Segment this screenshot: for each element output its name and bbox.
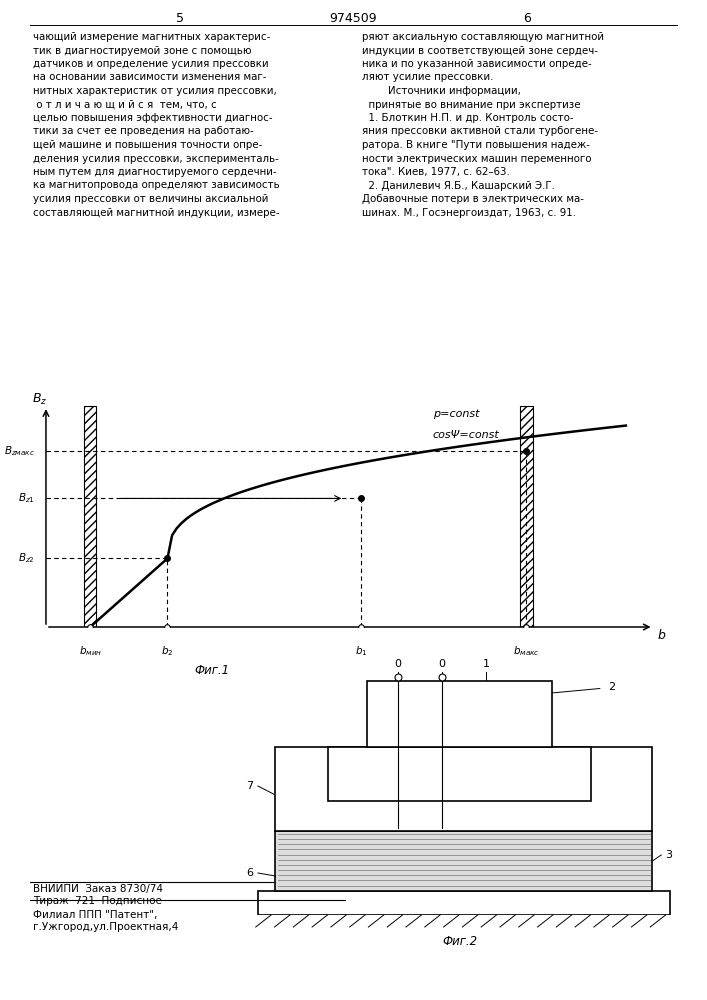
Text: Фиг.2: Фиг.2: [442, 935, 477, 948]
Text: щей машине и повышения точности опре-: щей машине и повышения точности опре-: [33, 140, 262, 150]
Text: 1: 1: [482, 659, 489, 669]
Text: тока". Киев, 1977, с. 62–63.: тока". Киев, 1977, с. 62–63.: [362, 167, 510, 177]
Text: о т л и ч а ю щ и й с я  тем, что, с: о т л и ч а ю щ и й с я тем, что, с: [33, 100, 217, 109]
Text: чающий измерение магнитных характерис-: чающий измерение магнитных характерис-: [33, 32, 270, 42]
Text: 6: 6: [247, 868, 254, 878]
Text: на основании зависимости изменения маг-: на основании зависимости изменения маг-: [33, 73, 267, 83]
Text: нитных характеристик от усилия прессовки,: нитных характеристик от усилия прессовки…: [33, 86, 276, 96]
Text: ряют аксиальную составляющую магнитной: ряют аксиальную составляющую магнитной: [362, 32, 604, 42]
Text: Источники информации,: Источники информации,: [362, 86, 521, 96]
Text: 2. Данилевич Я.Б., Кашарский Э.Г.: 2. Данилевич Я.Б., Кашарский Э.Г.: [362, 180, 555, 191]
Text: $b_{макс}$: $b_{макс}$: [513, 644, 540, 658]
Text: составляющей магнитной индукции, измере-: составляющей магнитной индукции, измере-: [33, 208, 280, 218]
Text: яния прессовки активной стали турбогене-: яния прессовки активной стали турбогене-: [362, 126, 598, 136]
Text: г.Ужгород,ул.Проектная,4: г.Ужгород,ул.Проектная,4: [33, 922, 178, 932]
Text: F: F: [429, 692, 438, 706]
Text: Тираж  721  Подписное: Тираж 721 Подписное: [33, 896, 162, 906]
Text: b: b: [658, 629, 666, 642]
Text: 2: 2: [609, 682, 616, 692]
Text: целью повышения эффективности диагнос-: целью повышения эффективности диагнос-: [33, 113, 273, 123]
Text: p=const: p=const: [433, 409, 479, 419]
Text: принятые во внимание при экспертизе: принятые во внимание при экспертизе: [362, 100, 580, 109]
Text: ным путем для диагностируемого сердечни-: ным путем для диагностируемого сердечни-: [33, 167, 276, 177]
Text: $B_{z2}$: $B_{z2}$: [18, 552, 35, 565]
Text: 4: 4: [561, 811, 568, 821]
Text: 974509: 974509: [329, 12, 377, 25]
Text: 3: 3: [665, 850, 672, 860]
Text: тики за счет ее проведения на работаю-: тики за счет ее проведения на работаю-: [33, 126, 254, 136]
Bar: [276, 747, 653, 831]
Text: 5: 5: [176, 12, 184, 25]
Text: усилия прессовки от величины аксиальной: усилия прессовки от величины аксиальной: [33, 194, 269, 204]
Text: 1. Блоткин Н.П. и др. Контроль состо-: 1. Блоткин Н.П. и др. Контроль состо-: [362, 113, 573, 123]
Text: $b_1$: $b_1$: [354, 644, 367, 658]
Bar: [258, 891, 670, 915]
Text: датчиков и определение усилия прессовки: датчиков и определение усилия прессовки: [33, 59, 269, 69]
Text: тик в диагностируемой зоне с помощью: тик в диагностируемой зоне с помощью: [33, 45, 252, 55]
Bar: [276, 831, 653, 891]
Text: 0: 0: [438, 659, 445, 669]
Text: Добавочные потери в электрических ма-: Добавочные потери в электрических ма-: [362, 194, 584, 204]
Text: ника и по указанной зависимости опреде-: ника и по указанной зависимости опреде-: [362, 59, 592, 69]
Text: $B_{z1}$: $B_{z1}$: [18, 492, 35, 505]
Text: деления усилия прессовки, эксперименталь-: деления усилия прессовки, эксперименталь…: [33, 153, 279, 163]
Text: ности электрических машин переменного: ности электрических машин переменного: [362, 153, 592, 163]
Text: $B_{zмакс}$: $B_{zмакс}$: [4, 444, 35, 458]
Text: ляют усилие прессовки.: ляют усилие прессовки.: [362, 73, 493, 83]
Text: Филиал ППП "Патент",: Филиал ППП "Патент",: [33, 910, 158, 920]
Bar: [368, 681, 551, 747]
Text: 5: 5: [539, 817, 546, 827]
Text: 6: 6: [523, 12, 531, 25]
Text: ка магнитопровода определяют зависимость: ка магнитопровода определяют зависимость: [33, 180, 280, 190]
Bar: [328, 747, 591, 801]
Text: 0: 0: [395, 659, 402, 669]
Text: 7: 7: [247, 781, 254, 791]
Bar: [84, 406, 96, 627]
Text: ВНИИПИ  Заказ 8730/74: ВНИИПИ Заказ 8730/74: [33, 884, 163, 894]
Text: $B_z$: $B_z$: [32, 392, 47, 407]
Text: $b_{мин}$: $b_{мин}$: [78, 644, 102, 658]
Text: $b_2$: $b_2$: [161, 644, 174, 658]
Text: ратора. В книге "Пути повышения надеж-: ратора. В книге "Пути повышения надеж-: [362, 140, 590, 150]
Bar: [520, 406, 532, 627]
Text: cosΨ=const: cosΨ=const: [433, 430, 499, 440]
Text: Фиг.1: Фиг.1: [194, 664, 229, 677]
Text: индукции в соответствующей зоне сердеч-: индукции в соответствующей зоне сердеч-: [362, 45, 598, 55]
Text: шинах. М., Госэнергоиздат, 1963, с. 91.: шинах. М., Госэнергоиздат, 1963, с. 91.: [362, 208, 576, 218]
